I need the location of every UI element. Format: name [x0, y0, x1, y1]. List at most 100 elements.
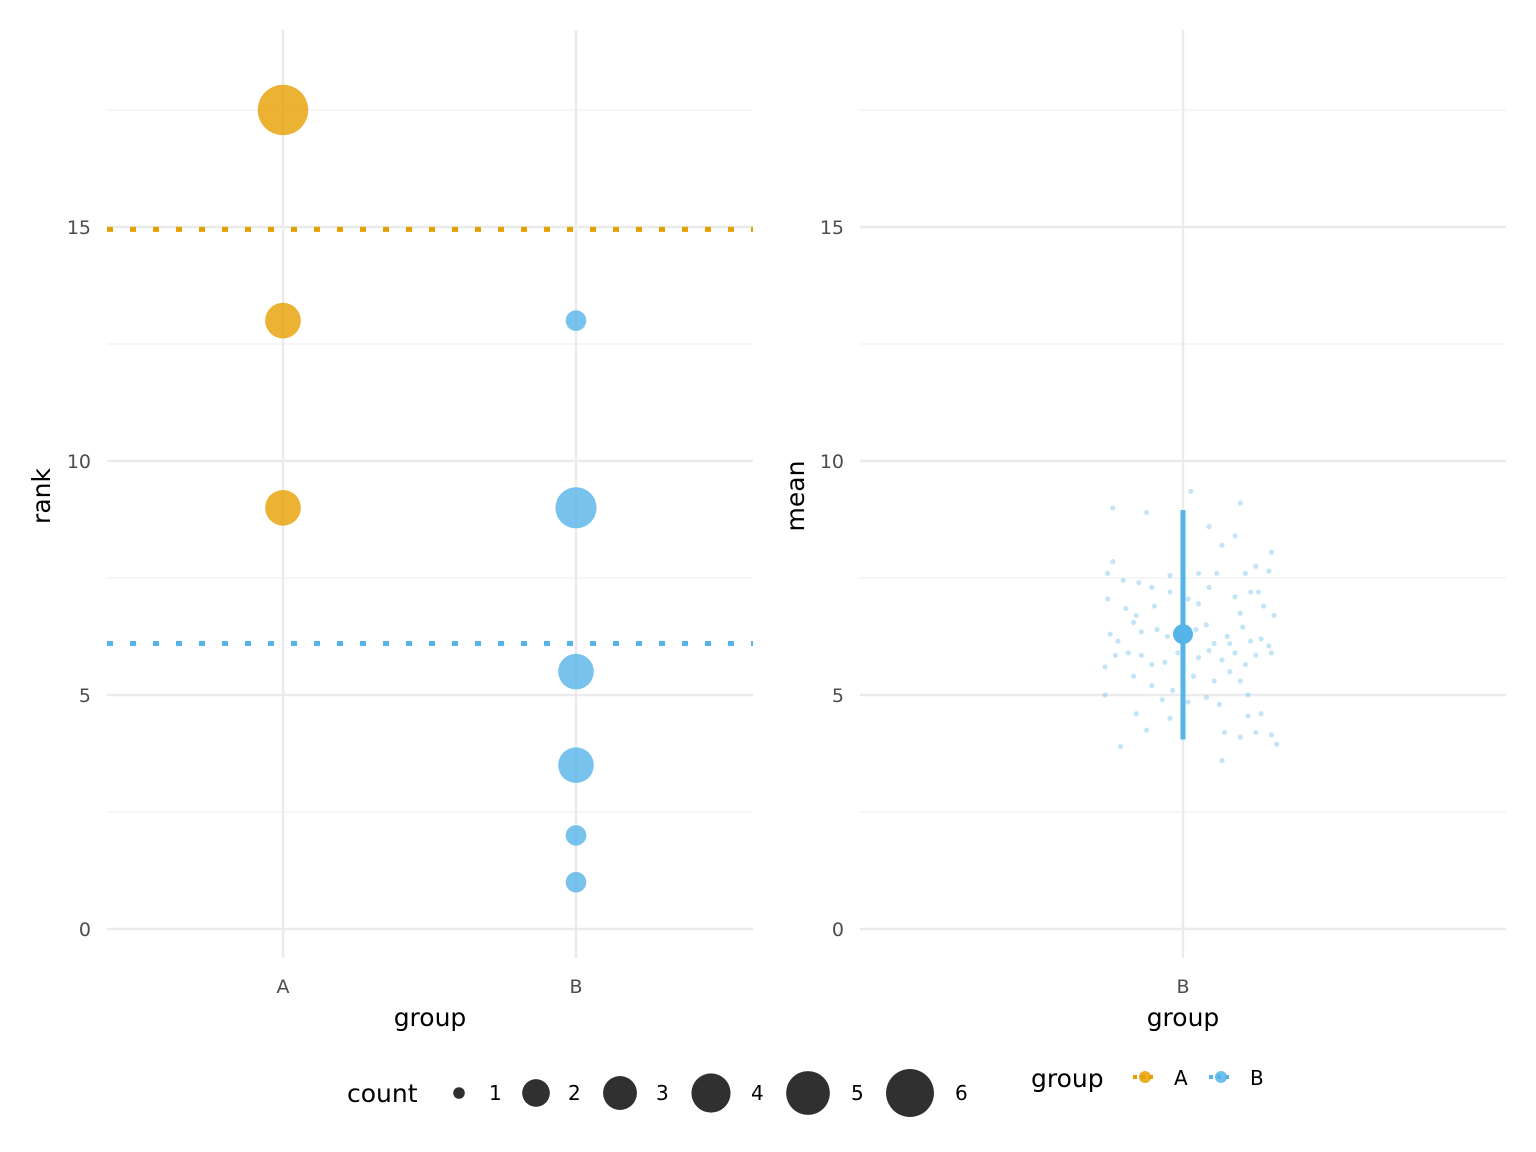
size-legend-key — [886, 1069, 934, 1117]
size-legend-label: 3 — [656, 1081, 669, 1105]
right-panel-grid — [860, 30, 1506, 958]
size-legend-label: 6 — [955, 1081, 968, 1105]
size-legend: count 1 2 3 4 5 6 — [347, 1069, 968, 1117]
jitter-point — [1120, 577, 1126, 583]
jitter-point — [1138, 652, 1144, 658]
jitter-point — [1118, 743, 1124, 750]
jitter-point — [1258, 711, 1264, 717]
jitter-point — [1219, 757, 1225, 764]
jitter-point — [1224, 633, 1230, 640]
jitter-point — [1133, 711, 1139, 717]
jitter-point — [1219, 657, 1225, 663]
jitter-point — [1149, 683, 1155, 689]
y-tick-label: 5 — [79, 685, 91, 707]
jitter-point — [1206, 647, 1212, 654]
jitter-point — [1242, 661, 1248, 668]
left-panel-y-ticks: 0 5 10 15 — [67, 217, 91, 941]
jitter-point — [1232, 533, 1238, 539]
jitter-point — [1203, 622, 1209, 628]
left-panel-points — [257, 84, 597, 893]
jitter-point — [1214, 570, 1220, 576]
size-legend-key — [786, 1071, 830, 1115]
color-legend-title: group — [1031, 1064, 1104, 1093]
jitter-point — [1237, 734, 1243, 740]
jitter-point — [1167, 715, 1173, 722]
color-legend-dot — [1139, 1071, 1151, 1083]
y-tick-label: 15 — [820, 217, 844, 239]
jitter-point — [1115, 638, 1121, 644]
x-tick-label: B — [1176, 976, 1189, 998]
jitter-point — [1185, 596, 1191, 602]
point-a — [257, 84, 309, 136]
size-legend-label: 1 — [489, 1081, 502, 1105]
jitter-point — [1102, 692, 1108, 698]
size-legend-key — [691, 1073, 731, 1113]
jitter-point — [1159, 697, 1165, 703]
point-b — [558, 747, 594, 784]
jitter-point — [1175, 650, 1181, 656]
jitter-point — [1149, 584, 1155, 590]
x-tick-label: A — [277, 976, 290, 998]
size-legend-items: 1 2 3 4 5 6 — [453, 1069, 968, 1117]
size-legend-title: count — [347, 1079, 418, 1108]
color-legend-key-b — [1209, 1071, 1233, 1083]
jitter-point — [1206, 523, 1212, 530]
jitter-point — [1206, 584, 1212, 590]
jitter-point — [1245, 713, 1251, 719]
size-legend-label: 5 — [851, 1081, 864, 1105]
right-panel-jitter-points — [1102, 488, 1280, 764]
jitter-point — [1102, 664, 1108, 670]
jitter-point — [1248, 638, 1254, 644]
left-x-axis-title: group — [394, 1003, 467, 1032]
right-panel-summary — [1173, 510, 1193, 740]
jitter-point — [1237, 678, 1243, 684]
jitter-point — [1245, 692, 1251, 698]
jitter-point — [1211, 678, 1217, 684]
y-tick-label: 10 — [820, 451, 844, 473]
jitter-point — [1110, 505, 1116, 511]
y-tick-label: 0 — [832, 919, 844, 941]
point-b — [565, 825, 587, 846]
right-panel-x-ticks: B — [1176, 976, 1189, 998]
left-panel-grid — [107, 30, 753, 958]
jitter-point — [1253, 563, 1259, 569]
jitter-point — [1131, 619, 1137, 626]
jitter-point — [1170, 687, 1176, 693]
point-b — [565, 871, 587, 893]
jitter-point — [1240, 624, 1246, 630]
jitter-point — [1133, 612, 1139, 619]
color-legend-label: B — [1250, 1066, 1264, 1090]
jitter-point — [1258, 636, 1264, 642]
jitter-point — [1105, 596, 1111, 602]
jitter-point — [1237, 500, 1243, 506]
jitter-point — [1105, 570, 1111, 576]
jitter-point — [1261, 603, 1267, 609]
jitter-point — [1219, 542, 1225, 548]
color-legend-key-a — [1133, 1071, 1157, 1083]
jitter-point — [1232, 594, 1238, 600]
x-tick-label: B — [569, 976, 582, 998]
right-panel-y-ticks: 0 5 10 15 — [820, 217, 844, 941]
jitter-point — [1193, 626, 1199, 633]
y-tick-label: 0 — [79, 919, 91, 941]
point-a — [265, 489, 301, 526]
mean-point — [1173, 624, 1193, 645]
point-b — [555, 487, 597, 529]
jitter-point — [1274, 741, 1280, 747]
jitter-point — [1253, 652, 1259, 658]
left-panel-mean-lines — [107, 226, 753, 647]
right-panel: 0 5 10 15 B mean group — [781, 30, 1506, 1032]
size-legend-label: 2 — [568, 1081, 581, 1105]
jitter-point — [1196, 570, 1202, 576]
jitter-point — [1138, 629, 1144, 635]
jitter-point — [1232, 650, 1238, 656]
jitter-point — [1144, 727, 1150, 733]
jitter-point — [1110, 559, 1116, 565]
jitter-point — [1162, 659, 1168, 665]
jitter-point — [1227, 640, 1233, 647]
color-legend-dot — [1215, 1071, 1227, 1083]
jitter-point — [1149, 661, 1155, 668]
jitter-point — [1255, 589, 1261, 595]
